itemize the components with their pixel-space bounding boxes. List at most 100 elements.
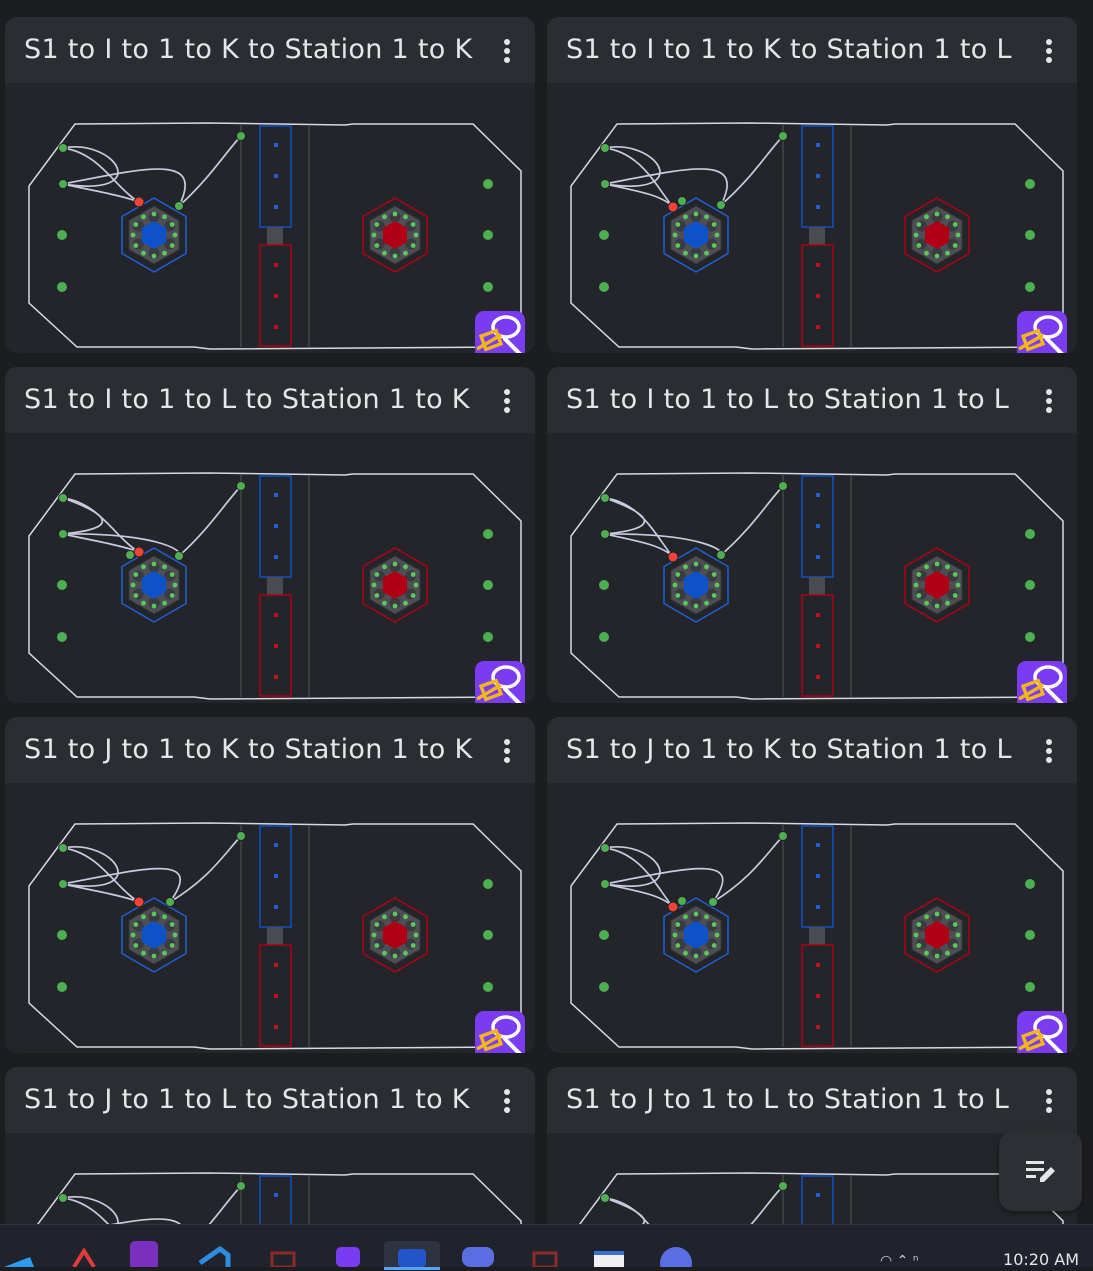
more-vert-icon[interactable] — [495, 387, 519, 415]
field-boundary — [36, 1172, 522, 1224]
badge-loop — [1033, 665, 1063, 689]
red-reef-light — [945, 250, 950, 256]
taskbar-clock[interactable]: 10:20 AM — [1003, 1250, 1079, 1269]
red-reef-slot — [389, 211, 401, 223]
red-reef-slot — [389, 597, 401, 609]
red-reef-light — [924, 914, 929, 920]
blue-reef-light — [141, 950, 146, 956]
windows-taskbar: ◠ ⌃ ⁿ 10:20 AM — [0, 1224, 1093, 1271]
blue-reef-center — [683, 571, 709, 599]
taskbar-app-icon-2[interactable] — [530, 1241, 558, 1269]
taskbar-app-onenote-icon[interactable] — [130, 1241, 158, 1267]
windows-start-icon[interactable] — [0, 1247, 40, 1267]
path-waypoint — [677, 196, 687, 206]
auto-card[interactable]: S1 to J to 1 to K to Station 1 to K — [5, 717, 535, 1053]
blue-reef-outline — [663, 897, 729, 973]
red-marker — [816, 1025, 820, 1029]
red-marker — [274, 263, 278, 267]
blue-reef-slot — [148, 597, 160, 609]
auto-path — [712, 835, 784, 903]
more-vert-icon[interactable] — [1037, 737, 1061, 765]
tray-icons[interactable]: ◠ ⌃ ⁿ — [880, 1253, 919, 1269]
blue-reef-light — [169, 243, 175, 248]
auto-card[interactable]: S1 to I to 1 to K to Station 1 to K — [5, 17, 535, 353]
card-title: S1 to J to 1 to K to Station 1 to K — [24, 734, 473, 765]
blue-marker — [816, 524, 820, 528]
auto-card[interactable]: S1 to J to 1 to K to Station 1 to L — [547, 717, 1077, 1053]
blue-reef-light — [675, 593, 681, 598]
blue-reef-light — [683, 214, 688, 220]
badge-tail — [503, 337, 522, 353]
red-reef-light — [924, 250, 929, 256]
card-title: S1 to J to 1 to L to Station 1 to K — [24, 1084, 470, 1115]
red-reef-light — [952, 943, 958, 948]
red-reef-light — [410, 222, 416, 227]
blue-reef-light — [683, 250, 688, 256]
field-waypoint — [1025, 982, 1035, 992]
blue-marker — [816, 555, 820, 559]
more-vert-icon[interactable] — [495, 1087, 519, 1115]
red-reef-light — [392, 253, 398, 259]
more-vert-icon[interactable] — [1037, 387, 1061, 415]
auto-card[interactable]: S1 to J to 1 to L to Station 1 to K — [5, 1067, 535, 1224]
more-vert-icon[interactable] — [495, 737, 519, 765]
taskbar-app-acrobat-icon[interactable] — [70, 1241, 98, 1269]
field-waypoint — [1025, 879, 1035, 889]
field-boundary — [28, 472, 522, 700]
path-planner-icon — [1017, 661, 1067, 703]
blue-reef-light — [169, 593, 175, 598]
taskbar-app-vscode-icon[interactable] — [196, 1241, 231, 1267]
auto-path — [604, 847, 674, 908]
auto-path — [604, 533, 674, 558]
field-boundary — [570, 822, 1064, 1050]
blue-reef-light — [683, 600, 688, 606]
auto-card[interactable]: S1 to J to 1 to L to Station 1 to L — [547, 1067, 1077, 1224]
red-reef-light — [934, 953, 940, 959]
more-vert-icon[interactable] — [1037, 1087, 1061, 1115]
blue-reef-light — [141, 914, 146, 920]
red-barge — [259, 944, 292, 1047]
path-waypoint — [174, 201, 184, 211]
taskbar-app-pathplanner-icon[interactable] — [334, 1241, 362, 1267]
blue-reef-light — [711, 943, 717, 948]
blue-reef-light — [151, 603, 157, 609]
card-title: S1 to J to 1 to L to Station 1 to L — [566, 1084, 1010, 1115]
red-reef-center — [382, 571, 408, 599]
blue-reef-light — [704, 950, 709, 956]
taskbar-app-circle-icon[interactable] — [658, 1241, 692, 1271]
auto-path — [62, 847, 140, 903]
field-waypoint — [1025, 580, 1035, 590]
blue-reef-light — [151, 561, 157, 567]
taskbar-app-window-icon[interactable] — [592, 1241, 624, 1267]
blue-reef-light — [130, 232, 136, 238]
blue-reef-light — [693, 253, 699, 259]
auto-path — [604, 883, 674, 908]
blue-reef-light — [693, 211, 699, 217]
red-reef-slot — [931, 947, 943, 959]
more-vert-icon[interactable] — [1037, 37, 1061, 65]
auto-path — [604, 1197, 645, 1224]
auto-path — [62, 168, 186, 207]
card-title: S1 to J to 1 to K to Station 1 to L — [566, 734, 1012, 765]
edit-button[interactable] — [999, 1131, 1082, 1211]
badge-line — [476, 1033, 502, 1051]
auto-path — [62, 846, 119, 887]
auto-card[interactable]: S1 to I to 1 to K to Station 1 to L — [547, 17, 1077, 353]
auto-card[interactable]: S1 to I to 1 to L to Station 1 to L — [547, 367, 1077, 703]
auto-card[interactable]: S1 to I to 1 to L to Station 1 to K — [5, 367, 535, 703]
red-reef-light — [952, 572, 958, 577]
field-waypoint — [483, 982, 493, 992]
more-vert-icon[interactable] — [495, 37, 519, 65]
card-header: S1 to I to 1 to K to Station 1 to L — [547, 17, 1077, 83]
path-waypoint — [677, 896, 687, 906]
auto-path — [62, 497, 140, 553]
taskbar-app-icon[interactable] — [268, 1241, 296, 1269]
auto-path — [604, 183, 674, 208]
taskbar-app-discord-icon[interactable] — [460, 1241, 494, 1267]
blue-reef-center — [141, 221, 167, 249]
blue-reef-light — [141, 564, 146, 570]
blue-reef-slot — [148, 911, 160, 923]
red-reef-light — [403, 600, 408, 606]
red-reef-light — [410, 943, 416, 948]
badge-line — [476, 683, 502, 701]
